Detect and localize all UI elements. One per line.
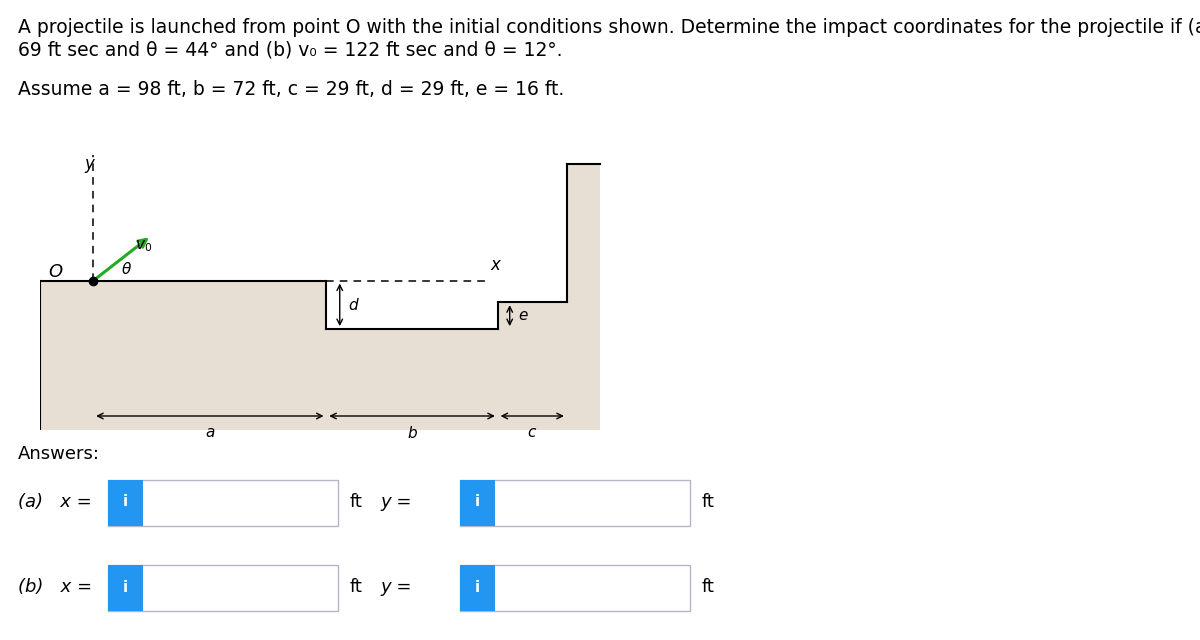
- Text: $\theta$: $\theta$: [121, 261, 132, 277]
- Text: $c$: $c$: [527, 426, 538, 440]
- Text: $e$: $e$: [517, 308, 528, 323]
- Bar: [108, 565, 143, 611]
- Polygon shape: [326, 329, 498, 430]
- Text: Assume a = 98 ft, b = 72 ft, c = 29 ft, d = 29 ft, e = 16 ft.: Assume a = 98 ft, b = 72 ft, c = 29 ft, …: [18, 80, 564, 99]
- Text: y =: y =: [380, 493, 412, 511]
- Text: ft: ft: [350, 578, 362, 596]
- Text: i: i: [122, 579, 128, 595]
- Text: A projectile is launched from point O with the initial conditions shown. Determi: A projectile is launched from point O wi…: [18, 18, 1200, 37]
- Text: 69 ft sec and θ = 44° and (b) v₀ = 122 ft sec and θ = 12°.: 69 ft sec and θ = 44° and (b) v₀ = 122 f…: [18, 40, 563, 59]
- Polygon shape: [498, 302, 566, 430]
- Text: ft: ft: [702, 493, 715, 511]
- Text: i: i: [122, 495, 128, 509]
- Text: i: i: [475, 495, 480, 509]
- Text: $b$: $b$: [407, 426, 418, 442]
- Bar: [108, 480, 338, 526]
- Text: Answers:: Answers:: [18, 445, 100, 463]
- Text: y =: y =: [380, 578, 412, 596]
- Text: i: i: [475, 579, 480, 595]
- Polygon shape: [40, 281, 326, 430]
- Bar: [460, 565, 496, 611]
- Text: $v_0$: $v_0$: [136, 238, 152, 253]
- Text: (a)   x =: (a) x =: [18, 493, 91, 511]
- Text: $O$: $O$: [48, 263, 64, 281]
- Text: $a$: $a$: [205, 426, 215, 440]
- Text: (b)   x =: (b) x =: [18, 578, 92, 596]
- Text: ft: ft: [350, 493, 362, 511]
- Text: $x$: $x$: [490, 255, 502, 274]
- Polygon shape: [566, 164, 600, 430]
- Text: ft: ft: [702, 578, 715, 596]
- Bar: [460, 480, 496, 526]
- Text: $d$: $d$: [348, 297, 360, 313]
- Bar: [460, 480, 690, 526]
- Text: $y$: $y$: [84, 157, 96, 175]
- Bar: [460, 565, 690, 611]
- Bar: [108, 565, 338, 611]
- Bar: [108, 480, 143, 526]
